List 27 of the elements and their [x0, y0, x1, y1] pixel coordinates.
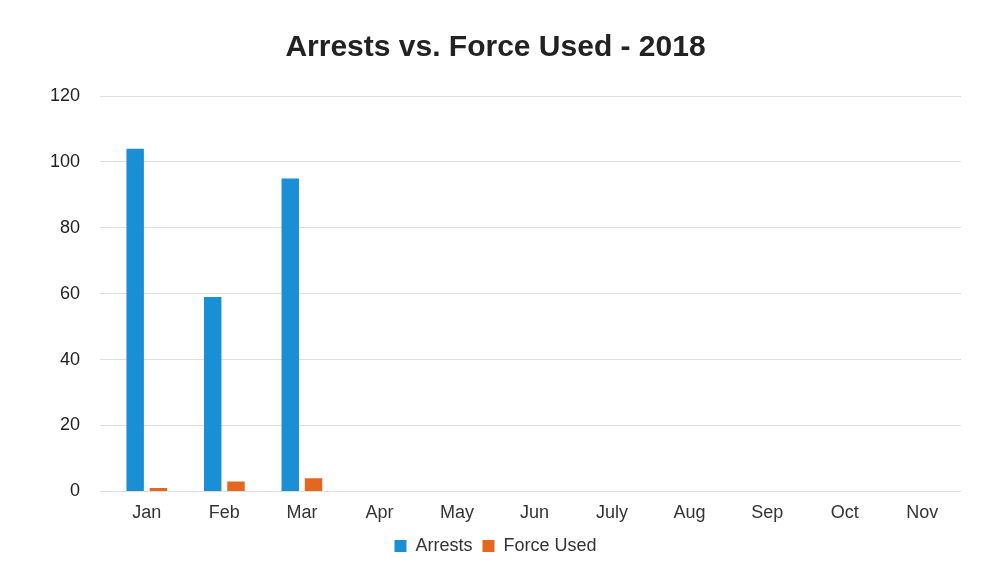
x-tick-label: Jan	[132, 502, 162, 523]
x-tick-label: Feb	[208, 502, 240, 523]
chart-title: Arrests vs. Force Used - 2018	[285, 29, 706, 63]
x-tick-label: Apr	[365, 502, 394, 523]
x-tick-label: Aug	[673, 502, 706, 523]
bar	[126, 148, 144, 491]
bar	[304, 478, 323, 491]
y-tick-label: 60	[60, 282, 81, 303]
y-tick-label: 20	[60, 414, 81, 435]
y-tick-label: 80	[60, 216, 81, 237]
y-tick-label: 40	[60, 348, 81, 369]
x-tick-label: Nov	[906, 502, 939, 523]
x-tick-label: Jun	[520, 502, 550, 523]
x-tick-label: May	[439, 502, 474, 523]
bar	[227, 481, 245, 491]
x-tick-label: Mar	[286, 502, 318, 523]
x-tick-label: Sep	[751, 502, 784, 523]
y-tick-label: 120	[49, 84, 81, 105]
x-tick-label: Oct	[830, 502, 859, 523]
legend-label: Arrests	[415, 534, 473, 555]
y-tick-label: 0	[70, 480, 81, 501]
legend-label: Force Used	[503, 534, 597, 555]
y-tick-label: 100	[49, 150, 81, 171]
x-tick-label: July	[596, 502, 629, 523]
bar	[281, 178, 299, 491]
bar	[203, 297, 222, 491]
bar	[149, 488, 168, 491]
